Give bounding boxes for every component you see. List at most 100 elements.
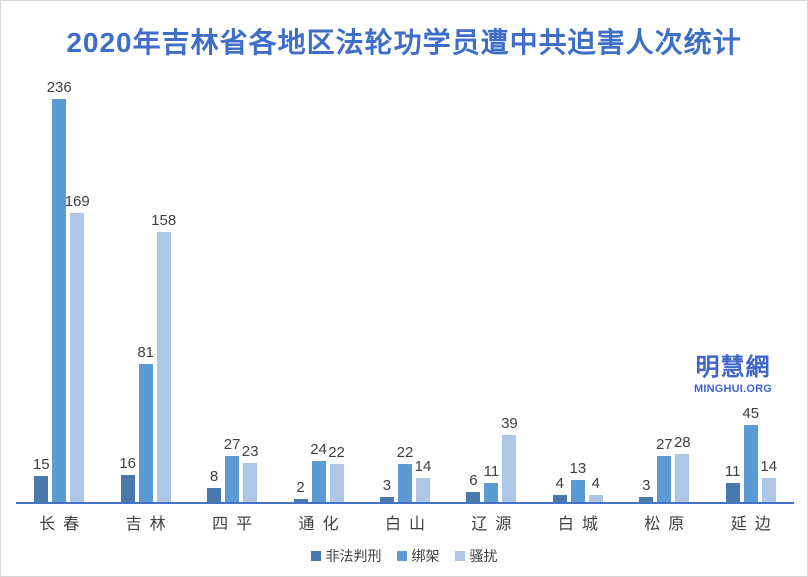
bar-value-label: 3 bbox=[382, 477, 392, 494]
bar bbox=[657, 456, 672, 502]
category-slot: 11 45 14 bbox=[708, 71, 794, 502]
bar-column: 11 bbox=[484, 463, 499, 502]
bar bbox=[725, 483, 740, 502]
bar-column: 14 bbox=[415, 458, 431, 502]
plot-area: 15 236 169 16 81 158 8 27 23 2 24 22 3 22 14 6 11 39 4 13 4 3… bbox=[16, 71, 794, 502]
bar-value-label: 45 bbox=[742, 405, 760, 422]
category-slot: 3 22 14 bbox=[362, 71, 448, 502]
bar-value-label: 8 bbox=[209, 468, 219, 485]
watermark-latin-text: MINGHUI.ORG bbox=[694, 383, 772, 395]
bar bbox=[466, 492, 481, 502]
bar-group: 2 24 22 bbox=[293, 441, 345, 502]
bar-column: 39 bbox=[501, 415, 518, 502]
bar-column: 236 bbox=[47, 79, 72, 502]
x-axis-line bbox=[16, 502, 794, 504]
category-slot: 16 81 158 bbox=[102, 71, 188, 502]
bar bbox=[34, 476, 49, 502]
bar bbox=[225, 456, 240, 502]
bar bbox=[138, 364, 153, 502]
legend-label: 绑架 bbox=[411, 548, 440, 564]
bar-column: 13 bbox=[570, 460, 586, 502]
bar bbox=[415, 478, 430, 502]
category-slot: 6 11 39 bbox=[448, 71, 534, 502]
bar-value-label: 2 bbox=[296, 479, 305, 496]
category-label: 松原 bbox=[644, 516, 693, 533]
bar-column: 15 bbox=[33, 456, 50, 502]
bar-column: 22 bbox=[397, 444, 413, 502]
bar-column: 169 bbox=[65, 193, 90, 502]
bar bbox=[379, 497, 394, 502]
bar-value-label: 15 bbox=[32, 456, 50, 473]
bar-group: 6 11 39 bbox=[466, 415, 518, 502]
bar-value-label: 4 bbox=[555, 475, 565, 492]
bar-column: 11 bbox=[725, 463, 741, 502]
bar bbox=[329, 464, 344, 502]
bar bbox=[502, 435, 517, 502]
bar-column: 158 bbox=[151, 212, 176, 502]
category-slot: 4 13 4 bbox=[535, 71, 621, 502]
bar-column: 28 bbox=[674, 434, 691, 502]
bar bbox=[761, 478, 776, 502]
legend-swatch bbox=[310, 551, 321, 561]
chart-legend: 非法判刑 绑架 骚扰 bbox=[1, 546, 807, 566]
bar-value-label: 81 bbox=[137, 344, 154, 361]
category-slot: 8 27 23 bbox=[189, 71, 275, 502]
bar-column: 22 bbox=[328, 444, 345, 502]
bar-column: 27 bbox=[656, 436, 673, 502]
bar-value-label: 4 bbox=[591, 475, 601, 492]
bar-column: 23 bbox=[242, 443, 258, 502]
bar-group: 3 22 14 bbox=[379, 444, 431, 502]
category-label: 吉林 bbox=[125, 516, 174, 533]
category-label: 长春 bbox=[39, 516, 88, 533]
bar-value-label: 23 bbox=[241, 443, 259, 460]
bar-column: 4 bbox=[588, 475, 603, 502]
bar bbox=[70, 213, 85, 502]
bar bbox=[293, 499, 308, 502]
bar bbox=[675, 454, 690, 502]
x-axis-labels: 长春 吉林 四平 通化 白山 辽源 白城 松原 延边 bbox=[16, 510, 794, 534]
bar-column: 16 bbox=[119, 455, 136, 502]
bar bbox=[156, 232, 171, 502]
bar-column: 14 bbox=[760, 458, 777, 502]
bar-value-label: 13 bbox=[569, 460, 587, 477]
bar-group: 4 13 4 bbox=[552, 460, 603, 502]
bar-column: 24 bbox=[310, 441, 327, 502]
bar bbox=[243, 463, 258, 502]
bar-group: 11 45 14 bbox=[725, 405, 777, 502]
legend-item: 绑架 bbox=[396, 546, 440, 566]
chart-title: 2020年吉林省各地区法轮功学员遭中共迫害人次统计 bbox=[66, 27, 742, 58]
bar bbox=[311, 461, 326, 502]
legend-swatch bbox=[454, 551, 465, 561]
bar-value-label: 11 bbox=[724, 463, 741, 480]
bar-value-label: 24 bbox=[310, 441, 327, 458]
bar-group: 15 236 169 bbox=[33, 79, 90, 502]
bar-column: 4 bbox=[552, 475, 567, 502]
bar bbox=[52, 99, 67, 502]
bar-column: 3 bbox=[379, 477, 394, 502]
legend-swatch bbox=[396, 551, 407, 561]
bar bbox=[588, 495, 603, 502]
bar-value-label: 11 bbox=[483, 463, 500, 480]
watermark-chinese-text: 明慧網 bbox=[695, 352, 771, 381]
bar-column: 27 bbox=[224, 436, 240, 502]
category-label: 延边 bbox=[730, 516, 779, 533]
bar-value-label: 14 bbox=[760, 458, 778, 475]
bar-column: 3 bbox=[639, 477, 654, 502]
bar bbox=[552, 495, 567, 502]
bar-value-label: 158 bbox=[151, 212, 177, 229]
bar-value-label: 169 bbox=[64, 193, 90, 210]
bar bbox=[639, 497, 654, 502]
bar-column: 6 bbox=[466, 472, 481, 502]
bar-column: 45 bbox=[742, 405, 759, 502]
bar-group: 3 27 28 bbox=[639, 434, 691, 502]
bar-value-label: 39 bbox=[501, 415, 518, 432]
bar-column: 81 bbox=[137, 344, 154, 502]
category-label: 白城 bbox=[557, 516, 606, 533]
category-label: 通化 bbox=[298, 516, 347, 533]
category-label: 四平 bbox=[212, 516, 261, 533]
bar-value-label: 27 bbox=[655, 436, 673, 453]
bar bbox=[397, 464, 412, 502]
minghui-watermark: 明慧網 MINGHUI.ORG bbox=[687, 347, 779, 395]
bar-value-label: 14 bbox=[414, 458, 432, 475]
bar-value-label: 16 bbox=[119, 455, 136, 472]
